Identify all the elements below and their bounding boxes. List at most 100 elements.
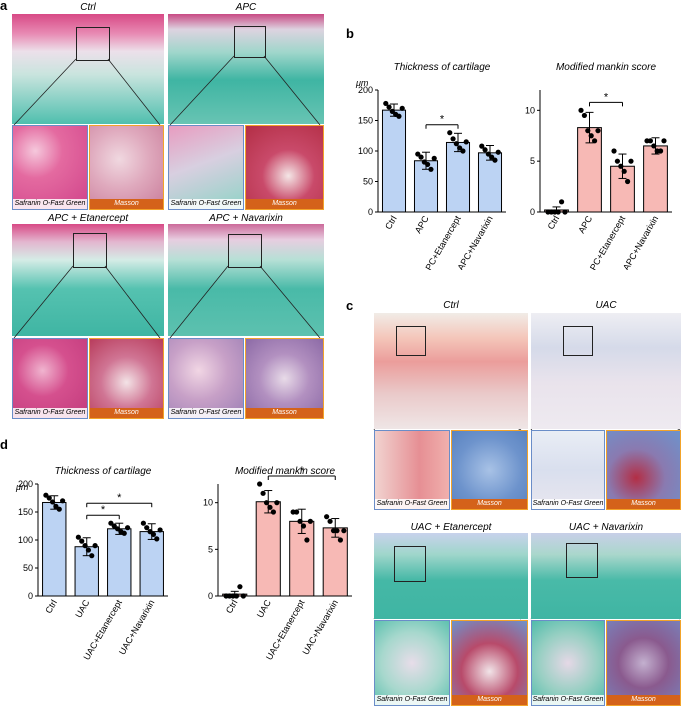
data-point — [260, 490, 266, 496]
data-point — [140, 520, 146, 526]
panel-letter-a: a — [0, 0, 8, 13]
zoom-box — [228, 234, 262, 268]
y-tick-label: 50 — [363, 177, 373, 187]
stain-label: Masson — [90, 199, 163, 209]
x-tick-label: Ctrl — [383, 214, 399, 231]
histology-image — [12, 224, 164, 336]
bar — [107, 528, 132, 597]
stain-label: Masson — [246, 199, 323, 209]
data-point — [489, 154, 495, 160]
chart-title: Modified mankin score — [556, 62, 656, 73]
y-tick-label: 150 — [18, 507, 33, 517]
chart-title: Thickness of cartilage — [394, 62, 491, 73]
significance-label: * — [101, 504, 106, 516]
histology-title: UAC + Navarixin — [568, 522, 644, 533]
x-tick-label: Ctrl — [43, 598, 59, 615]
panel-letter-d: d — [0, 437, 8, 452]
x-tick-label: APC+Navarixin — [621, 214, 660, 270]
data-point — [581, 112, 588, 119]
stain-label: Safranin O-Fast Green — [169, 199, 243, 209]
stain-label: Safranin O-Fast Green — [169, 408, 243, 418]
data-point — [75, 534, 81, 540]
data-point — [383, 100, 389, 107]
y-tick-label: 100 — [358, 146, 373, 156]
masson-zoom-tile: Masson — [451, 430, 528, 510]
data-point — [389, 108, 395, 114]
data-point — [233, 593, 240, 599]
significance-label: * — [440, 114, 445, 126]
y-tick-label: 5 — [530, 156, 535, 166]
data-point — [157, 527, 163, 533]
histology-image — [168, 224, 324, 336]
data-point — [460, 148, 466, 154]
data-point — [463, 139, 469, 145]
data-point — [621, 168, 627, 174]
data-point — [267, 504, 273, 510]
data-point — [479, 143, 485, 149]
safranin-zoom-tile: Safranin O-Fast Green — [12, 338, 88, 419]
bar — [643, 145, 668, 213]
data-point — [297, 518, 303, 524]
data-point — [327, 518, 333, 524]
y-tick-label: 200 — [358, 85, 373, 95]
masson-zoom-tile: Masson — [89, 338, 164, 419]
data-point — [588, 133, 594, 139]
histology-image — [374, 533, 528, 619]
data-point — [46, 495, 52, 501]
data-point — [591, 138, 598, 144]
data-point — [270, 509, 277, 515]
y-tick-label: 0 — [368, 207, 373, 217]
masson-zoom-tile: Masson — [606, 620, 681, 706]
y-tick-label: 10 — [203, 498, 213, 508]
data-point — [56, 506, 62, 512]
histology-image — [374, 313, 528, 429]
y-unit-label: μm — [355, 78, 369, 88]
data-point — [293, 509, 300, 515]
data-point — [562, 209, 568, 215]
chart-title: Modified mankin score — [235, 466, 335, 477]
histology-title: UAC — [595, 300, 617, 311]
y-tick-label: 0 — [28, 591, 33, 601]
zoom-box — [234, 26, 266, 58]
stain-label: Masson — [246, 408, 323, 418]
zoom-box — [563, 326, 593, 356]
masson-zoom-tile: Masson — [245, 125, 324, 210]
histology-title: APC + Etanercept — [47, 213, 129, 224]
data-point — [492, 157, 498, 163]
data-point — [82, 543, 88, 549]
data-point — [624, 178, 631, 185]
x-tick-label: Ctrl — [224, 598, 240, 615]
data-point — [618, 163, 624, 169]
data-point — [307, 518, 313, 524]
safranin-zoom-tile: Safranin O-Fast Green — [168, 338, 244, 419]
x-tick-label: Ctrl — [546, 214, 562, 231]
histology-title: Ctrl — [80, 2, 96, 13]
data-point — [418, 154, 424, 160]
y-tick-label: 100 — [18, 535, 33, 545]
data-point — [263, 500, 270, 506]
y-tick-label: 10 — [525, 105, 535, 115]
data-point — [485, 151, 491, 157]
data-point — [334, 528, 340, 534]
y-tick-label: 0 — [530, 207, 535, 217]
bar — [322, 527, 348, 597]
stain-label: Safranin O-Fast Green — [375, 499, 449, 509]
data-point — [428, 166, 434, 172]
y-tick-label: 150 — [358, 116, 373, 126]
bar — [139, 531, 164, 597]
bar — [445, 141, 471, 213]
x-tick-label: UAC+Navarixin — [300, 598, 340, 657]
data-point — [482, 147, 488, 153]
data-point — [79, 538, 85, 544]
stain-label: Masson — [452, 695, 527, 705]
stain-label: Safranin O-Fast Green — [532, 499, 604, 509]
data-point — [558, 199, 565, 205]
data-point — [495, 149, 501, 155]
data-point — [386, 104, 392, 110]
data-point — [447, 130, 453, 136]
significance-label: * — [117, 492, 122, 504]
data-point — [337, 537, 344, 543]
safranin-zoom-tile: Safranin O-Fast Green — [12, 125, 88, 210]
